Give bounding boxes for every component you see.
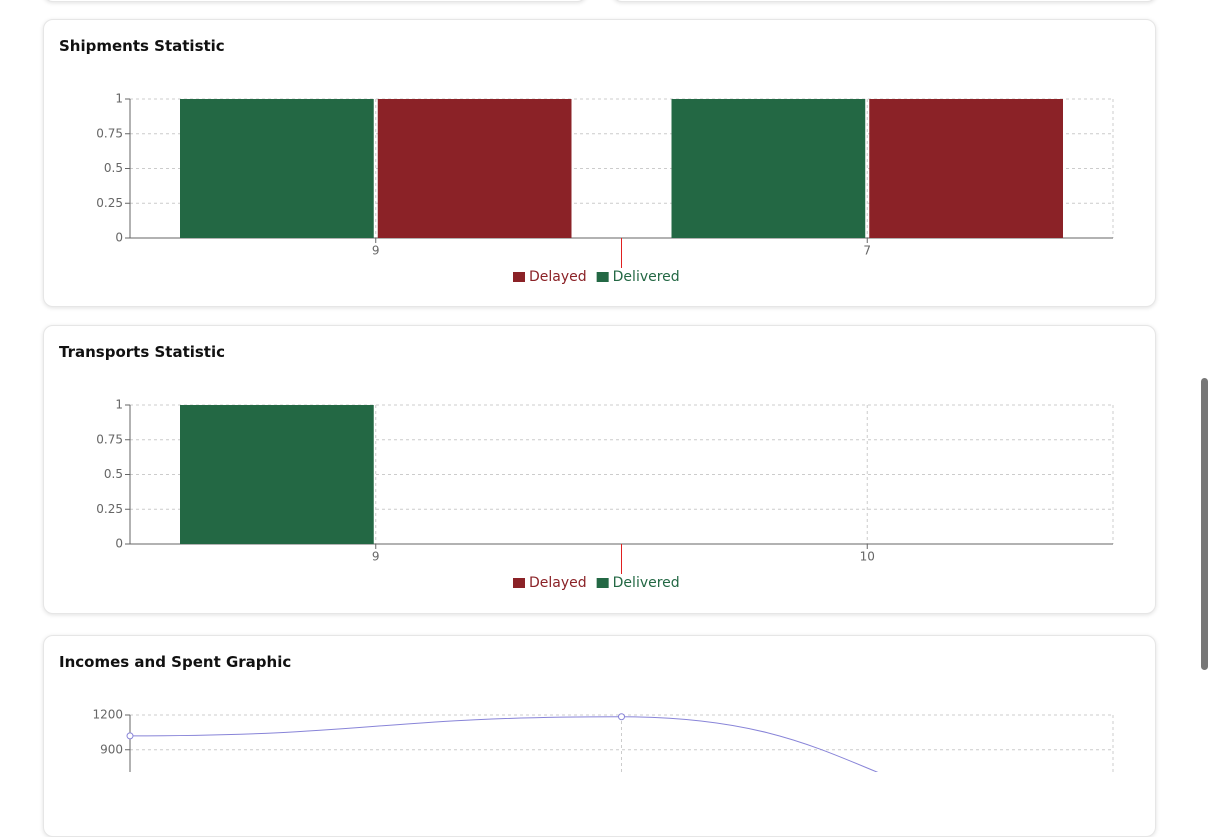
legend-swatch	[513, 272, 525, 282]
y-tick-label: 0.25	[96, 196, 123, 210]
legend-label: Delayed	[529, 269, 587, 285]
point	[618, 713, 625, 721]
legend-label: Delivered	[613, 575, 680, 591]
y-tick-label: 900	[100, 742, 123, 756]
bar	[671, 99, 866, 238]
y-tick-label: 1	[115, 92, 123, 106]
y-tick-label: 1	[115, 398, 123, 412]
x-tick-label: 9	[372, 550, 380, 564]
legend-swatch	[596, 578, 609, 588]
y-tick-label: 1200	[92, 708, 123, 722]
card-title: Transports Statistic	[59, 343, 226, 361]
card-title: Incomes and Spent Graphic	[59, 653, 292, 671]
y-tick-label: 0.75	[96, 126, 123, 140]
bar	[180, 99, 374, 238]
y-tick-label: 0.25	[96, 502, 123, 516]
legend-swatch	[596, 272, 609, 282]
bar	[377, 99, 572, 238]
legend-swatch	[513, 578, 525, 588]
card-title: Shipments Statistic	[59, 37, 225, 55]
y-tick-label: 0.5	[104, 467, 123, 481]
page: Shipments Statistic Transports Statistic…	[43, 0, 1208, 837]
legend-label: Delivered	[613, 269, 680, 285]
x-tick-label: 10	[860, 550, 875, 564]
bar	[869, 99, 1063, 238]
x-tick-label: 9	[372, 244, 380, 258]
y-tick-label: 0	[115, 537, 123, 551]
x-tick-label: 7	[863, 244, 871, 258]
scrollbar[interactable]	[1201, 378, 1208, 670]
point	[126, 732, 134, 740]
charts: 0 0.25 0.5 0.75 1 9 7 Delayed Delivered 0 0.25 0.5 0…	[92, 92, 1114, 772]
y-tick-label: 0.5	[104, 161, 123, 175]
bar	[180, 405, 374, 544]
legend-label: Delayed	[529, 575, 587, 591]
y-tick-label: 0.75	[96, 432, 123, 446]
y-tick-label: 0	[115, 231, 123, 245]
